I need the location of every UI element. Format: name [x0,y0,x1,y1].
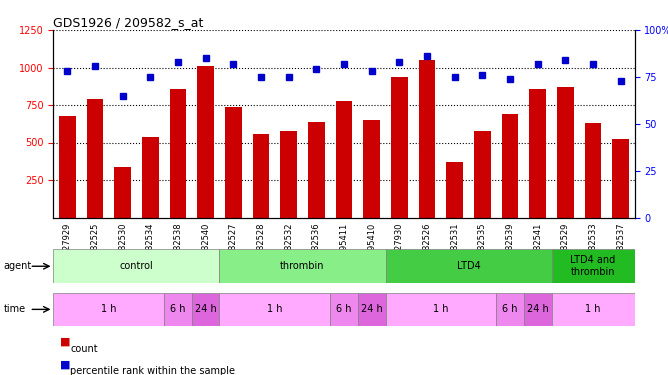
Bar [220,249,385,283]
Bar [363,120,380,218]
Text: thrombin: thrombin [281,261,325,271]
Bar [87,99,104,218]
Bar [530,89,546,218]
Bar [502,114,518,218]
Text: LTD4: LTD4 [457,261,480,271]
Text: 24 h: 24 h [361,304,383,314]
Text: agent: agent [3,261,31,271]
Bar [192,292,220,326]
Bar [474,131,491,218]
Bar [330,292,358,326]
Text: ■: ■ [60,337,71,347]
Bar [552,292,635,326]
Bar [225,106,242,218]
Bar [358,292,385,326]
Bar [552,249,635,283]
Bar [584,123,601,218]
Text: count: count [70,344,98,354]
Text: 6 h: 6 h [336,304,352,314]
Text: 1 h: 1 h [267,304,283,314]
Text: 1 h: 1 h [101,304,116,314]
Bar [391,76,407,218]
Text: 1 h: 1 h [585,304,601,314]
Text: 6 h: 6 h [502,304,518,314]
Bar [220,292,330,326]
Text: GDS1926 / 209582_s_at: GDS1926 / 209582_s_at [53,16,204,29]
Text: time: time [3,304,25,314]
Bar [336,100,352,218]
Bar [197,66,214,218]
Bar [114,166,131,218]
Bar [385,292,496,326]
Text: 24 h: 24 h [527,304,548,314]
Bar [170,89,186,218]
Text: control: control [120,261,154,271]
Text: percentile rank within the sample: percentile rank within the sample [70,366,235,375]
Bar [53,292,164,326]
Bar [496,292,524,326]
Text: 24 h: 24 h [195,304,216,314]
Bar [281,131,297,218]
Bar [142,136,158,218]
Bar [613,139,629,218]
Bar [419,60,436,217]
Bar [59,116,75,218]
Bar [53,249,220,283]
Bar [524,292,552,326]
Text: ■: ■ [60,360,71,369]
Text: 1 h: 1 h [433,304,449,314]
Bar [164,292,192,326]
Text: 6 h: 6 h [170,304,186,314]
Bar [308,122,325,218]
Bar [385,249,552,283]
Text: LTD4 and
thrombin: LTD4 and thrombin [570,255,616,277]
Bar [557,87,574,218]
Bar [446,162,463,218]
Bar [253,134,269,218]
